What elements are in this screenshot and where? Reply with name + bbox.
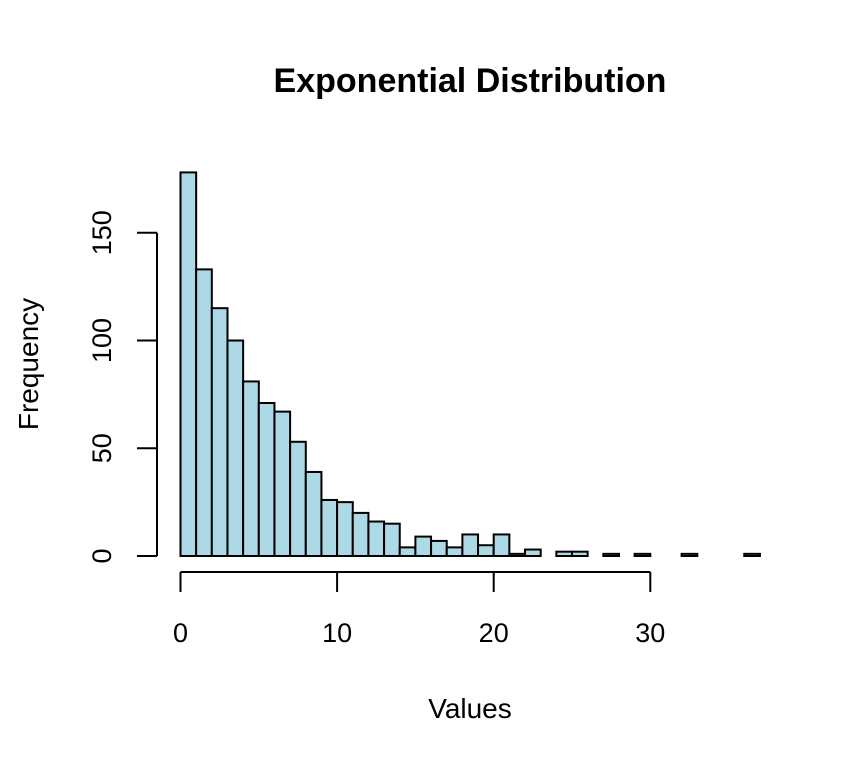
histogram-bar — [508, 552, 527, 557]
histogram-bar — [242, 380, 260, 557]
y-tick-label: 100 — [87, 318, 117, 363]
histogram-bar — [461, 533, 480, 558]
histogram-bar — [179, 171, 198, 557]
y-tick-label: 150 — [87, 210, 117, 255]
x-tick-label: 0 — [173, 618, 188, 648]
chart-title: Exponential Distribution — [274, 62, 667, 100]
histogram-bar — [320, 498, 339, 557]
histogram-bar — [555, 550, 574, 558]
histogram-bar — [210, 307, 229, 557]
x-tick-label: 10 — [322, 618, 352, 648]
y-tick-label: 0 — [87, 548, 117, 563]
y-axis: 0 50 100 150 — [87, 210, 158, 564]
histogram-bar — [743, 552, 761, 557]
x-axis: 0 10 20 30 — [173, 571, 665, 648]
histogram-bar — [398, 546, 417, 558]
histogram-bar — [492, 533, 511, 558]
histogram-bar — [226, 339, 245, 557]
y-tick-label: 50 — [87, 433, 117, 463]
histogram-bar — [602, 552, 620, 557]
histogram-bar — [445, 546, 464, 558]
histogram-bar — [477, 544, 495, 557]
histogram-bar — [195, 268, 213, 557]
x-axis-label: Values — [428, 693, 512, 724]
histogram-bar — [367, 520, 386, 558]
x-tick-label: 20 — [479, 618, 509, 648]
histogram-bar — [414, 535, 433, 557]
bars-group — [179, 171, 761, 558]
histogram-bar — [336, 501, 354, 557]
x-tick-label: 30 — [635, 618, 665, 648]
y-axis-label: Frequency — [13, 298, 44, 430]
histogram-bar — [430, 539, 448, 557]
histogram-bar — [571, 550, 589, 558]
histogram-bar — [273, 410, 292, 557]
histogram-bar — [383, 522, 401, 557]
histogram-bar — [524, 548, 542, 557]
histogram-bar — [633, 552, 652, 557]
histogram-bar — [257, 401, 276, 557]
histogram-bar — [351, 511, 370, 558]
histogram-bar — [304, 470, 323, 557]
histogram-bar — [680, 552, 699, 557]
histogram-bar — [289, 440, 307, 557]
